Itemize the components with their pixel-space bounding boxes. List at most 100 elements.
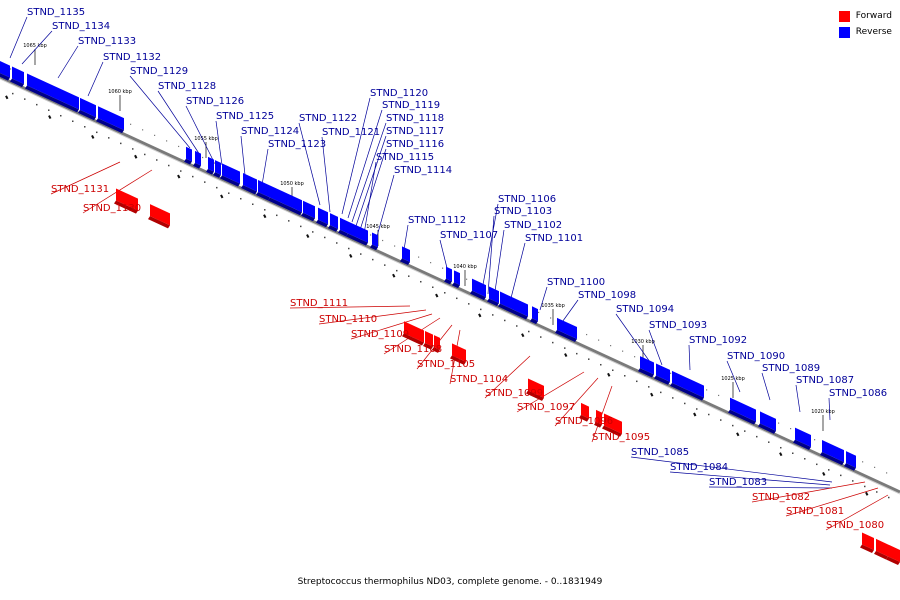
gene-label[interactable]: STND_1119 [382, 100, 440, 111]
reverse-gene-arrow[interactable] [186, 146, 192, 162]
gene-label[interactable]: STND_1131 [51, 184, 109, 195]
gene-label[interactable]: STND_1129 [130, 66, 188, 77]
gene-label[interactable]: STND_1122 [299, 113, 357, 124]
forward-gene-arrow[interactable] [528, 378, 544, 398]
reverse-gene-arrow[interactable] [222, 163, 240, 184]
gene-label[interactable]: STND_1121 [322, 127, 380, 138]
forward-gene-arrow[interactable] [434, 335, 440, 350]
gene-label[interactable]: STND_1086 [829, 388, 887, 399]
gene-label[interactable]: STND_1124 [241, 126, 299, 137]
reverse-gene-arrow[interactable] [846, 451, 856, 468]
forward-gene-arrow[interactable] [425, 330, 433, 347]
reverse-gene-arrow[interactable] [330, 213, 338, 229]
reverse-gene-arrow[interactable] [303, 200, 315, 219]
reverse-gene-arrow[interactable] [340, 217, 348, 234]
reverse-gene-arrow[interactable] [532, 306, 538, 322]
gene-label[interactable]: STND_1110 [319, 314, 377, 325]
gene-label[interactable]: STND_1133 [78, 36, 136, 47]
reverse-gene-arrow[interactable] [243, 173, 257, 192]
reverse-gene-arrow[interactable] [760, 411, 776, 431]
forward-gene-arrow[interactable] [596, 409, 602, 425]
reverse-gene-arrow[interactable] [672, 370, 704, 398]
gene-label[interactable]: STND_1089 [762, 363, 820, 374]
forward-gene-arrow[interactable] [862, 532, 874, 551]
gene-label[interactable]: STND_1125 [216, 111, 274, 122]
gene-label[interactable]: STND_1105 [417, 359, 475, 370]
gene-label[interactable]: STND_1098 [578, 290, 636, 301]
reverse-gene-arrow[interactable] [656, 363, 670, 382]
gene-label[interactable]: STND_1116 [386, 139, 444, 150]
gene-label[interactable]: STND_1095 [592, 432, 650, 443]
forward-gene-arrow[interactable] [460, 347, 466, 362]
reverse-gene-arrow[interactable] [215, 160, 221, 175]
gene-label[interactable]: STND_1099 [485, 388, 543, 399]
forward-gene-arrow[interactable] [452, 343, 460, 360]
reverse-gene-arrow[interactable] [795, 427, 811, 447]
gene-label[interactable]: STND_1084 [670, 462, 728, 473]
gene-label[interactable]: STND_1123 [268, 139, 326, 150]
reverse-gene-arrow[interactable] [472, 278, 486, 298]
gene-label[interactable]: STND_1135 [27, 7, 85, 18]
gene-label[interactable]: STND_1087 [796, 375, 854, 386]
gene-label[interactable]: STND_1118 [386, 113, 444, 124]
reverse-gene-arrow[interactable] [270, 185, 302, 213]
gene-label[interactable]: STND_1101 [525, 233, 583, 244]
gene-label[interactable]: STND_1083 [709, 477, 767, 488]
forward-gene-arrow[interactable] [876, 538, 888, 557]
gene-label[interactable]: STND_1107 [440, 230, 498, 241]
gene-label[interactable]: STND_1112 [408, 215, 466, 226]
gene-label[interactable]: STND_1103 [494, 206, 552, 217]
gene-label[interactable]: STND_1097 [517, 402, 575, 413]
gene-label[interactable]: STND_1128 [158, 81, 216, 92]
reverse-gene-arrow[interactable] [195, 150, 201, 166]
reverse-gene-arrow[interactable] [258, 179, 270, 198]
gene-label[interactable]: STND_1092 [689, 335, 747, 346]
reverse-gene-arrow[interactable] [489, 286, 499, 304]
gene-label[interactable]: STND_1100 [547, 277, 605, 288]
gene-label[interactable]: STND_1114 [394, 165, 452, 176]
gene-label[interactable]: STND_1130 [83, 203, 141, 214]
reverse-gene-arrow[interactable] [12, 66, 24, 85]
reverse-gene-arrow[interactable] [98, 106, 124, 131]
gene-label[interactable]: STND_1094 [616, 304, 674, 315]
reverse-gene-arrow[interactable] [80, 97, 96, 118]
reverse-gene-arrow[interactable] [318, 207, 328, 225]
gene-label[interactable]: STND_1134 [52, 21, 110, 32]
reverse-gene-arrow[interactable] [730, 397, 756, 422]
reverse-gene-arrow[interactable] [372, 232, 378, 248]
gene-label[interactable]: STND_1120 [370, 88, 428, 99]
reverse-gene-arrow[interactable] [446, 266, 452, 282]
reverse-gene-arrow[interactable] [557, 317, 577, 340]
reverse-gene-arrow[interactable] [402, 246, 410, 263]
reverse-gene-arrow[interactable] [640, 356, 654, 375]
gene-label[interactable]: STND_1104 [450, 374, 508, 385]
gene-label[interactable]: STND_1102 [504, 220, 562, 231]
gene-label[interactable]: STND_1109 [351, 329, 409, 340]
gene-label[interactable]: STND_1108 [384, 344, 442, 355]
gene-label[interactable]: STND_1106 [498, 194, 556, 205]
reverse-gene-arrow[interactable] [822, 440, 844, 463]
forward-gene-arrow[interactable] [150, 204, 170, 226]
gene-label[interactable]: STND_1080 [826, 520, 884, 531]
forward-gene-arrow[interactable] [888, 544, 900, 562]
forward-gene-arrow[interactable] [404, 321, 424, 343]
gene-label[interactable]: STND_1096 [555, 416, 613, 427]
reverse-gene-arrow[interactable] [348, 221, 368, 243]
reverse-gene-arrow[interactable] [454, 270, 460, 286]
reverse-gene-arrow[interactable] [0, 61, 10, 78]
gene-label[interactable]: STND_1115 [376, 152, 434, 163]
forward-gene-arrow[interactable] [604, 413, 622, 434]
gene-label[interactable]: STND_1082 [752, 492, 810, 503]
forward-gene-arrow[interactable] [116, 188, 138, 211]
reverse-gene-arrow[interactable] [500, 291, 528, 317]
forward-gene-arrow[interactable] [581, 402, 589, 419]
gene-label[interactable]: STND_1132 [103, 52, 161, 63]
gene-label[interactable]: STND_1081 [786, 506, 844, 517]
reverse-gene-arrow[interactable] [27, 73, 79, 110]
reverse-gene-arrow[interactable] [208, 156, 214, 172]
gene-label[interactable]: STND_1126 [186, 96, 244, 107]
gene-label[interactable]: STND_1090 [727, 351, 785, 362]
gene-label[interactable]: STND_1117 [386, 126, 444, 137]
gene-label[interactable]: STND_1093 [649, 320, 707, 331]
gene-label[interactable]: STND_1085 [631, 447, 689, 458]
